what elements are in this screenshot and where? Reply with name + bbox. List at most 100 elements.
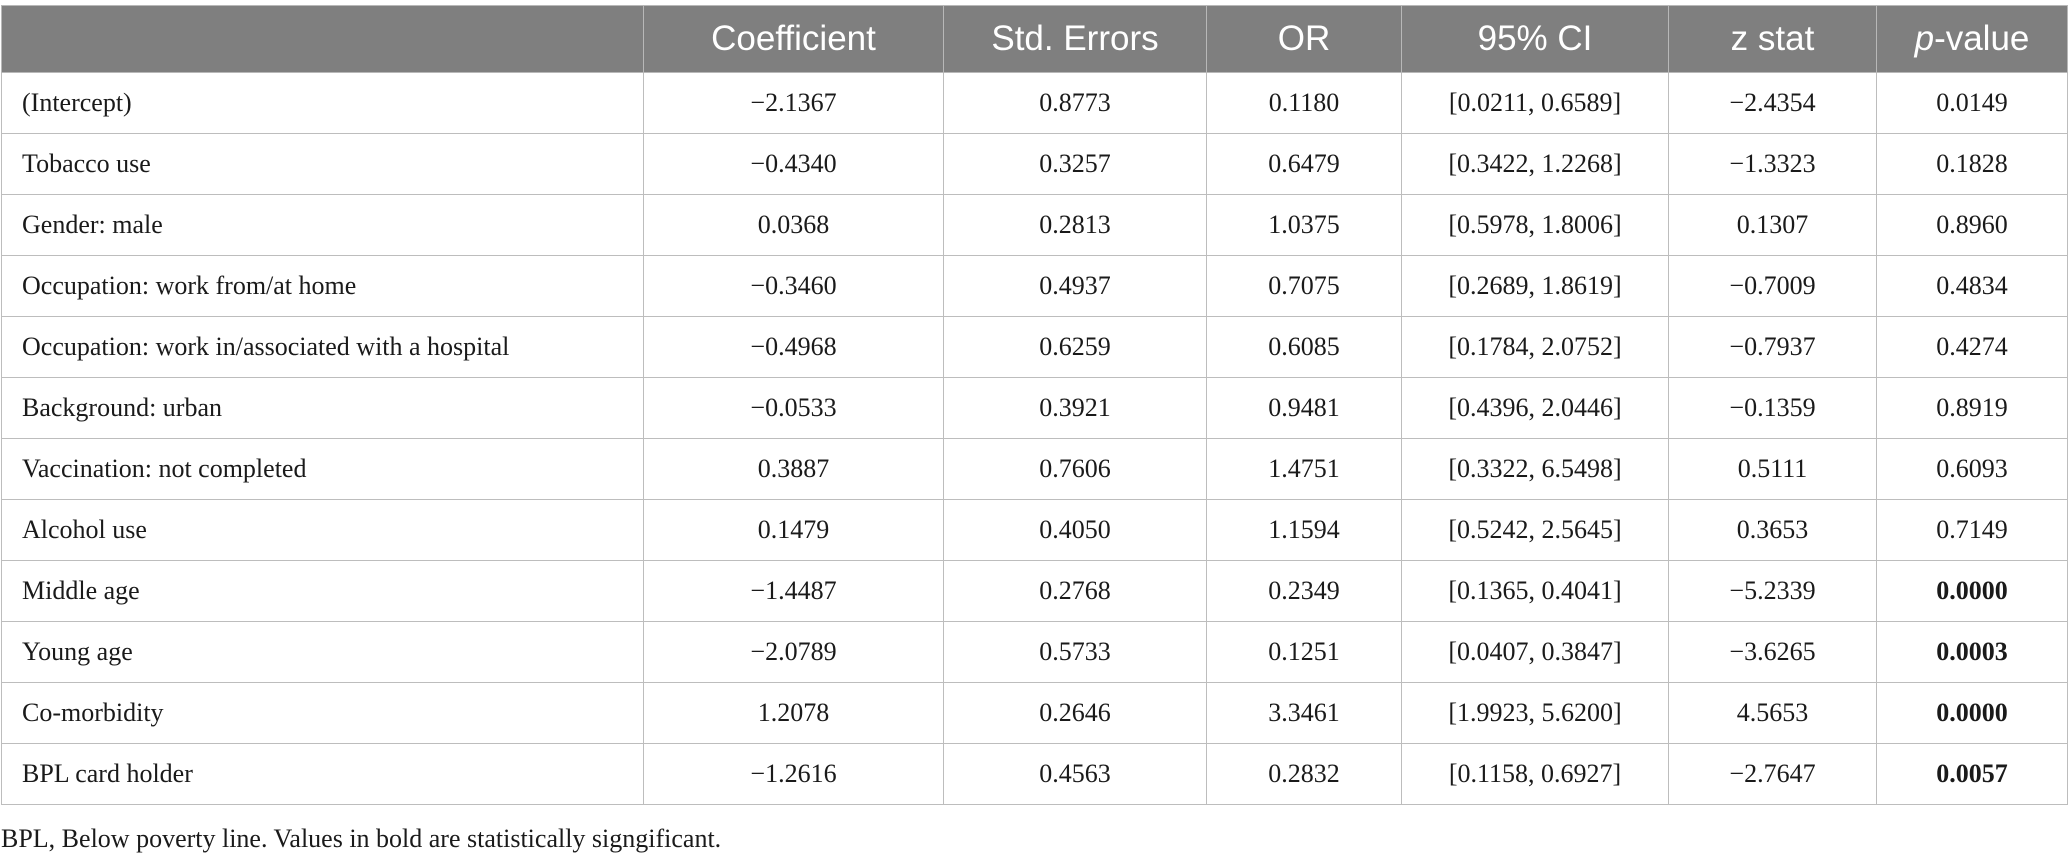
cell-p-value: 0.0057	[1876, 743, 2068, 805]
table-row: Occupation: work in/associated with a ho…	[1, 316, 2068, 378]
cell-or: 0.6085	[1206, 316, 1402, 378]
cell-p-value: 0.0003	[1876, 621, 2068, 683]
cell-or: 0.2832	[1206, 743, 1402, 805]
cell-or: 1.0375	[1206, 194, 1402, 256]
header-p-value-suffix: -value	[1934, 19, 2030, 58]
cell-p-value: 0.7149	[1876, 499, 2068, 561]
cell-z-stat: −5.2339	[1668, 560, 1877, 622]
regression-table-container: Coefficient Std. Errors OR 95% CI z stat…	[1, 5, 2068, 805]
table-row: Background: urban −0.0533 0.3921 0.9481 [0.4…	[1, 377, 2068, 439]
cell-ci: [0.3422, 1.2268]	[1401, 133, 1669, 195]
cell-z-stat: −0.1359	[1668, 377, 1877, 439]
cell-coefficient: 0.1479	[643, 499, 944, 561]
cell-z-stat: −2.7647	[1668, 743, 1877, 805]
cell-variable: BPL card holder	[1, 743, 644, 805]
table-row: Co-morbidity 1.2078 0.2646 3.3461 [1.9923, 5…	[1, 682, 2068, 744]
cell-z-stat: −0.7937	[1668, 316, 1877, 378]
cell-z-stat: 0.3653	[1668, 499, 1877, 561]
cell-z-stat: 4.5653	[1668, 682, 1877, 744]
cell-coefficient: −0.4340	[643, 133, 944, 195]
cell-std-errors: 0.2646	[943, 682, 1207, 744]
cell-variable: Vaccination: not completed	[1, 438, 644, 500]
cell-ci: [0.1365, 0.4041]	[1401, 560, 1669, 622]
table-row: Vaccination: not completed 0.3887 0.7606 1.…	[1, 438, 2068, 500]
cell-p-value: 0.8919	[1876, 377, 2068, 439]
cell-z-stat: 0.5111	[1668, 438, 1877, 500]
cell-coefficient: −0.3460	[643, 255, 944, 317]
cell-variable: Young age	[1, 621, 644, 683]
header-row: Coefficient Std. Errors OR 95% CI z stat…	[1, 5, 2068, 73]
cell-std-errors: 0.3257	[943, 133, 1207, 195]
table-row: Young age −2.0789 0.5733 0.1251 [0.0407, 0.3…	[1, 621, 2068, 683]
cell-ci: [1.9923, 5.6200]	[1401, 682, 1669, 744]
cell-z-stat: −2.4354	[1668, 72, 1877, 134]
header-std-errors: Std. Errors	[943, 5, 1207, 73]
cell-or: 3.3461	[1206, 682, 1402, 744]
cell-std-errors: 0.3921	[943, 377, 1207, 439]
cell-or: 0.2349	[1206, 560, 1402, 622]
cell-z-stat: 0.1307	[1668, 194, 1877, 256]
table-row: Occupation: work from/at home −0.3460 0.49…	[1, 255, 2068, 317]
cell-p-value: 0.4834	[1876, 255, 2068, 317]
cell-coefficient: 1.2078	[643, 682, 944, 744]
cell-coefficient: 0.0368	[643, 194, 944, 256]
cell-or: 1.4751	[1206, 438, 1402, 500]
table-row: BPL card holder −1.2616 0.4563 0.2832 [0.115…	[1, 743, 2068, 805]
cell-variable: Tobacco use	[1, 133, 644, 195]
table-row: Gender: male 0.0368 0.2813 1.0375 [0.5978, 1…	[1, 194, 2068, 256]
cell-std-errors: 0.8773	[943, 72, 1207, 134]
cell-z-stat: −3.6265	[1668, 621, 1877, 683]
cell-or: 0.1180	[1206, 72, 1402, 134]
cell-ci: [0.5242, 2.5645]	[1401, 499, 1669, 561]
cell-variable: Co-morbidity	[1, 682, 644, 744]
cell-ci: [0.1784, 2.0752]	[1401, 316, 1669, 378]
cell-p-value: 0.6093	[1876, 438, 2068, 500]
header-ci: 95% CI	[1401, 5, 1669, 73]
cell-z-stat: −0.7009	[1668, 255, 1877, 317]
cell-p-value: 0.0000	[1876, 682, 2068, 744]
cell-p-value: 0.0149	[1876, 72, 2068, 134]
cell-std-errors: 0.7606	[943, 438, 1207, 500]
cell-coefficient: −1.2616	[643, 743, 944, 805]
cell-coefficient: −1.4487	[643, 560, 944, 622]
cell-z-stat: −1.3323	[1668, 133, 1877, 195]
cell-std-errors: 0.2768	[943, 560, 1207, 622]
cell-or: 0.6479	[1206, 133, 1402, 195]
cell-variable: (Intercept)	[1, 72, 644, 134]
cell-ci: [0.0211, 0.6589]	[1401, 72, 1669, 134]
cell-ci: [0.5978, 1.8006]	[1401, 194, 1669, 256]
cell-ci: [0.4396, 2.0446]	[1401, 377, 1669, 439]
table-body: (Intercept) −2.1367 0.8773 0.1180 [0.0211, 0…	[1, 72, 2068, 805]
table-header: Coefficient Std. Errors OR 95% CI z stat…	[1, 5, 2068, 73]
cell-p-value: 0.0000	[1876, 560, 2068, 622]
cell-p-value: 0.8960	[1876, 194, 2068, 256]
cell-ci: [0.3322, 6.5498]	[1401, 438, 1669, 500]
cell-or: 1.1594	[1206, 499, 1402, 561]
cell-variable: Background: urban	[1, 377, 644, 439]
table-row: (Intercept) −2.1367 0.8773 0.1180 [0.0211, 0…	[1, 72, 2068, 134]
header-p-value-italic: p	[1914, 19, 1935, 58]
table-row: Middle age −1.4487 0.2768 0.2349 [0.1365, 0.…	[1, 560, 2068, 622]
table-footnote: BPL, Below poverty line. Values in bold …	[1, 824, 722, 853]
cell-coefficient: −0.0533	[643, 377, 944, 439]
cell-std-errors: 0.6259	[943, 316, 1207, 378]
cell-variable: Middle age	[1, 560, 644, 622]
cell-or: 0.7075	[1206, 255, 1402, 317]
cell-std-errors: 0.4937	[943, 255, 1207, 317]
cell-coefficient: −0.4968	[643, 316, 944, 378]
cell-variable: Occupation: work in/associated with a ho…	[1, 316, 644, 378]
cell-variable: Alcohol use	[1, 499, 644, 561]
cell-p-value: 0.1828	[1876, 133, 2068, 195]
cell-variable: Gender: male	[1, 194, 644, 256]
cell-coefficient: −2.1367	[643, 72, 944, 134]
cell-coefficient: −2.0789	[643, 621, 944, 683]
header-or: OR	[1206, 5, 1402, 73]
header-coefficient: Coefficient	[643, 5, 944, 73]
cell-or: 0.1251	[1206, 621, 1402, 683]
cell-coefficient: 0.3887	[643, 438, 944, 500]
cell-or: 0.9481	[1206, 377, 1402, 439]
header-variable	[1, 5, 644, 73]
cell-std-errors: 0.2813	[943, 194, 1207, 256]
header-z-stat: z stat	[1668, 5, 1877, 73]
cell-ci: [0.1158, 0.6927]	[1401, 743, 1669, 805]
